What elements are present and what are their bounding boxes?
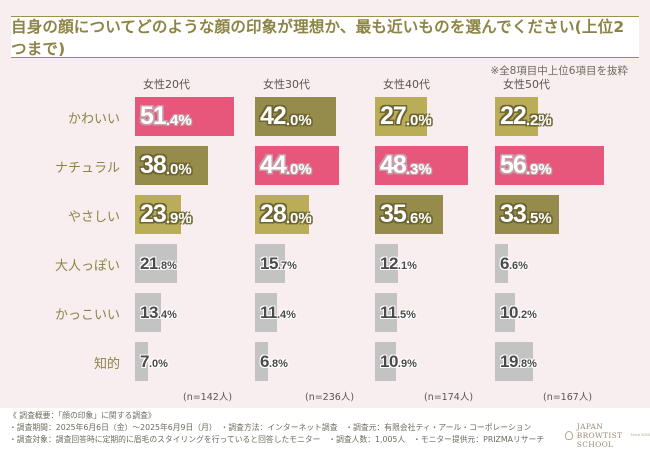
crown-logo-icon — [565, 431, 573, 440]
chart-title: 自身の顔についてどのような顔の印象が理想か、最も近いものを選んでください(上位2… — [11, 18, 625, 58]
data-label: 42.0% — [260, 102, 312, 130]
survey-footer: 《 調査概要：「顔の印象」に関する調査》 ・調査期間：2025年6月6日（金）〜… — [0, 408, 650, 450]
data-label: 22.2% — [500, 102, 552, 130]
logo-text: JAPAN BROWTIST SCHOOL — [576, 422, 623, 449]
series-header: 女性40代 — [383, 78, 430, 91]
bar — [495, 244, 508, 283]
data-label: 56.9% — [500, 151, 552, 179]
bar — [375, 97, 427, 136]
data-label: 33.5% — [500, 200, 552, 228]
bar — [495, 146, 605, 185]
sample-size-label: (n=236人) — [305, 392, 355, 403]
bar — [255, 97, 336, 136]
bar — [495, 195, 560, 234]
sample-size-label: (n=167人) — [543, 392, 593, 403]
data-label: 11.4% — [260, 302, 296, 322]
category-label: ナチュラル — [54, 161, 120, 176]
bar — [135, 342, 149, 381]
category-label: かわいい — [67, 112, 120, 127]
survey-period-method: ・調査期間：2025年6月6日（金）〜2025年6月9日（月） ・調査方法：イン… — [9, 423, 532, 432]
category-label: 知的 — [93, 357, 120, 372]
data-label: 15.7% — [260, 253, 297, 273]
bar — [375, 342, 396, 381]
bar — [135, 97, 234, 136]
chart-title-box: 自身の顔についてどのような顔の印象が理想か、最も近いものを選んでください(上位2… — [11, 16, 639, 58]
data-label: 10.2% — [500, 302, 537, 322]
sample-size-label: (n=174人) — [424, 392, 474, 403]
bar — [255, 342, 269, 381]
data-label: 12.1% — [380, 253, 417, 273]
sample-size-label: (n=142人) — [183, 392, 233, 403]
survey-target-count: ・調査対象：調査回答時に定期的に眉毛のスタイリングを行っていると回答したモニター… — [9, 435, 545, 444]
excerpt-note: ※全8項目中上位6項目を抜粋 — [490, 65, 628, 77]
series-header: 女性50代 — [503, 78, 550, 91]
data-label: 48.3% — [380, 151, 432, 179]
bar — [255, 146, 340, 185]
logo-subtext: Since 2005 — [630, 433, 650, 437]
category-label: やさしい — [67, 210, 120, 225]
data-label: 27.0% — [380, 102, 432, 130]
data-label: 28.0% — [260, 200, 312, 228]
bar — [135, 146, 208, 185]
category-label: 大人っぽい — [54, 259, 120, 274]
data-label: 21.8% — [140, 253, 177, 273]
bar — [255, 244, 286, 283]
series-header: 女性30代 — [263, 78, 310, 91]
bar — [255, 293, 277, 332]
bar — [495, 293, 515, 332]
data-label: 38.0% — [140, 151, 192, 179]
data-label: 35.6% — [380, 200, 432, 228]
series-header: 女性20代 — [143, 78, 190, 91]
bar — [135, 293, 161, 332]
bar — [135, 195, 181, 234]
data-label: 7.0% — [140, 351, 168, 371]
data-label: 44.0% — [260, 151, 312, 179]
bar — [135, 244, 177, 283]
data-label: 11.5% — [380, 302, 416, 322]
bar — [255, 195, 309, 234]
data-label: 10.9% — [380, 351, 417, 371]
bar — [375, 244, 399, 283]
data-label: 13.4% — [140, 302, 177, 322]
category-label: かっこいい — [54, 308, 120, 323]
survey-overview: 《 調査概要：「顔の印象」に関する調査》 — [9, 411, 156, 420]
data-label: 6.6% — [500, 253, 528, 273]
data-label: 6.8% — [260, 351, 288, 371]
bar — [495, 97, 538, 136]
bar — [375, 293, 398, 332]
bar — [495, 342, 534, 381]
bar — [375, 195, 444, 234]
data-label: 51.4% — [140, 102, 192, 130]
bar — [375, 146, 468, 185]
data-label: 23.9% — [140, 200, 192, 228]
data-label: 19.8% — [500, 351, 537, 371]
brand-logo: JAPAN BROWTIST SCHOOL Since 2005 — [565, 422, 650, 449]
